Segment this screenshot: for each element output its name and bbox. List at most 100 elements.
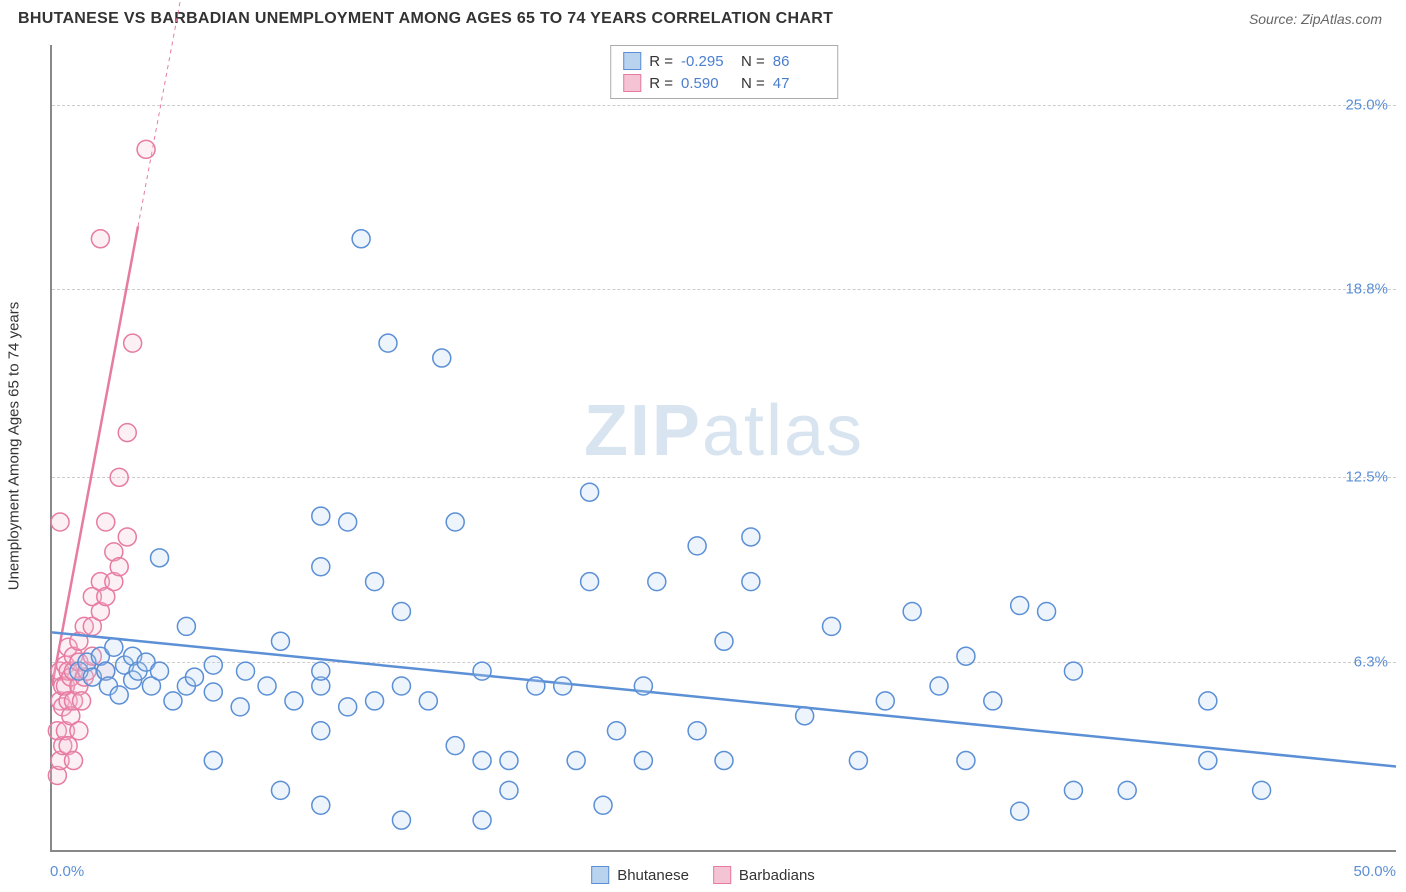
r-label: R = (649, 75, 673, 92)
scatter-point (231, 698, 249, 716)
scatter-point (285, 692, 303, 710)
scatter-point (634, 752, 652, 770)
n-label: N = (741, 75, 765, 92)
chart-header: BHUTANESE VS BARBADIAN UNEMPLOYMENT AMON… (0, 0, 1406, 36)
legend-label-bhutanese: Bhutanese (617, 867, 689, 884)
scatter-point (433, 349, 451, 367)
scatter-point (185, 668, 203, 686)
scatter-point (742, 573, 760, 591)
scatter-point (594, 796, 612, 814)
scatter-point (581, 483, 599, 501)
scatter-point (65, 752, 83, 770)
scatter-point (151, 662, 169, 680)
chart-title: BHUTANESE VS BARBADIAN UNEMPLOYMENT AMON… (18, 10, 833, 28)
scatter-point (137, 140, 155, 158)
scatter-point (473, 752, 491, 770)
scatter-point (446, 513, 464, 531)
scatter-point (1038, 602, 1056, 620)
plot-area: ZIPatlas 6.3%12.5%18.8%25.0% R = -0.295 … (50, 45, 1396, 852)
scatter-point (312, 722, 330, 740)
stats-row-bhutanese: R = -0.295 N = 86 (623, 50, 825, 72)
scatter-point (742, 528, 760, 546)
scatter-point (823, 617, 841, 635)
scatter-point (73, 692, 91, 710)
scatter-point (715, 752, 733, 770)
scatter-point (124, 334, 142, 352)
scatter-point (581, 573, 599, 591)
scatter-point (984, 692, 1002, 710)
scatter-point (70, 722, 88, 740)
scatter-point (1011, 802, 1029, 820)
scatter-point (1118, 781, 1136, 799)
scatter-point (688, 537, 706, 555)
scatter-point (648, 573, 666, 591)
scatter-point (607, 722, 625, 740)
scatter-point (118, 528, 136, 546)
scatter-point (1064, 662, 1082, 680)
legend-label-barbadians: Barbadians (739, 867, 815, 884)
n-value-bhutanese: 86 (773, 53, 825, 70)
scatter-point (903, 602, 921, 620)
scatter-point (1253, 781, 1271, 799)
legend-item-barbadians: Barbadians (713, 866, 815, 884)
scatter-point (366, 573, 384, 591)
scatter-point (379, 334, 397, 352)
scatter-point (177, 617, 195, 635)
scatter-point (339, 513, 357, 531)
scatter-point (500, 781, 518, 799)
scatter-point (110, 686, 128, 704)
scatter-svg (52, 45, 1396, 850)
stats-legend: R = -0.295 N = 86 R = 0.590 N = 47 (610, 45, 838, 99)
scatter-point (339, 698, 357, 716)
scatter-point (957, 647, 975, 665)
scatter-point (352, 230, 370, 248)
r-label: R = (649, 53, 673, 70)
x-tick-1: 50.0% (1353, 863, 1396, 880)
n-value-barbadians: 47 (773, 75, 825, 92)
scatter-point (312, 662, 330, 680)
scatter-point (392, 811, 410, 829)
scatter-point (97, 513, 115, 531)
scatter-point (1011, 597, 1029, 615)
scatter-point (796, 707, 814, 725)
scatter-point (419, 692, 437, 710)
scatter-point (312, 796, 330, 814)
scatter-point (204, 683, 222, 701)
y-axis-title: Unemployment Among Ages 65 to 74 years (6, 302, 23, 591)
scatter-point (930, 677, 948, 695)
scatter-point (271, 632, 289, 650)
scatter-point (271, 781, 289, 799)
scatter-point (849, 752, 867, 770)
swatch-barbadians (713, 866, 731, 884)
scatter-point (105, 638, 123, 656)
scatter-point (237, 662, 255, 680)
n-label: N = (741, 53, 765, 70)
scatter-point (554, 677, 572, 695)
scatter-point (118, 424, 136, 442)
scatter-point (151, 549, 169, 567)
scatter-point (51, 513, 69, 531)
scatter-point (1199, 752, 1217, 770)
scatter-point (1199, 692, 1217, 710)
scatter-point (567, 752, 585, 770)
scatter-point (500, 752, 518, 770)
scatter-point (634, 677, 652, 695)
scatter-point (110, 558, 128, 576)
scatter-point (312, 558, 330, 576)
scatter-point (91, 230, 109, 248)
r-value-bhutanese: -0.295 (681, 53, 733, 70)
scatter-point (446, 737, 464, 755)
chart-source: Source: ZipAtlas.com (1249, 11, 1382, 27)
swatch-bhutanese (591, 866, 609, 884)
scatter-point (392, 677, 410, 695)
scatter-point (312, 507, 330, 525)
scatter-point (110, 468, 128, 486)
scatter-point (1064, 781, 1082, 799)
scatter-point (366, 692, 384, 710)
scatter-point (204, 752, 222, 770)
swatch-barbadians (623, 74, 641, 92)
scatter-point (258, 677, 276, 695)
scatter-point (473, 811, 491, 829)
scatter-point (957, 752, 975, 770)
legend-item-bhutanese: Bhutanese (591, 866, 689, 884)
